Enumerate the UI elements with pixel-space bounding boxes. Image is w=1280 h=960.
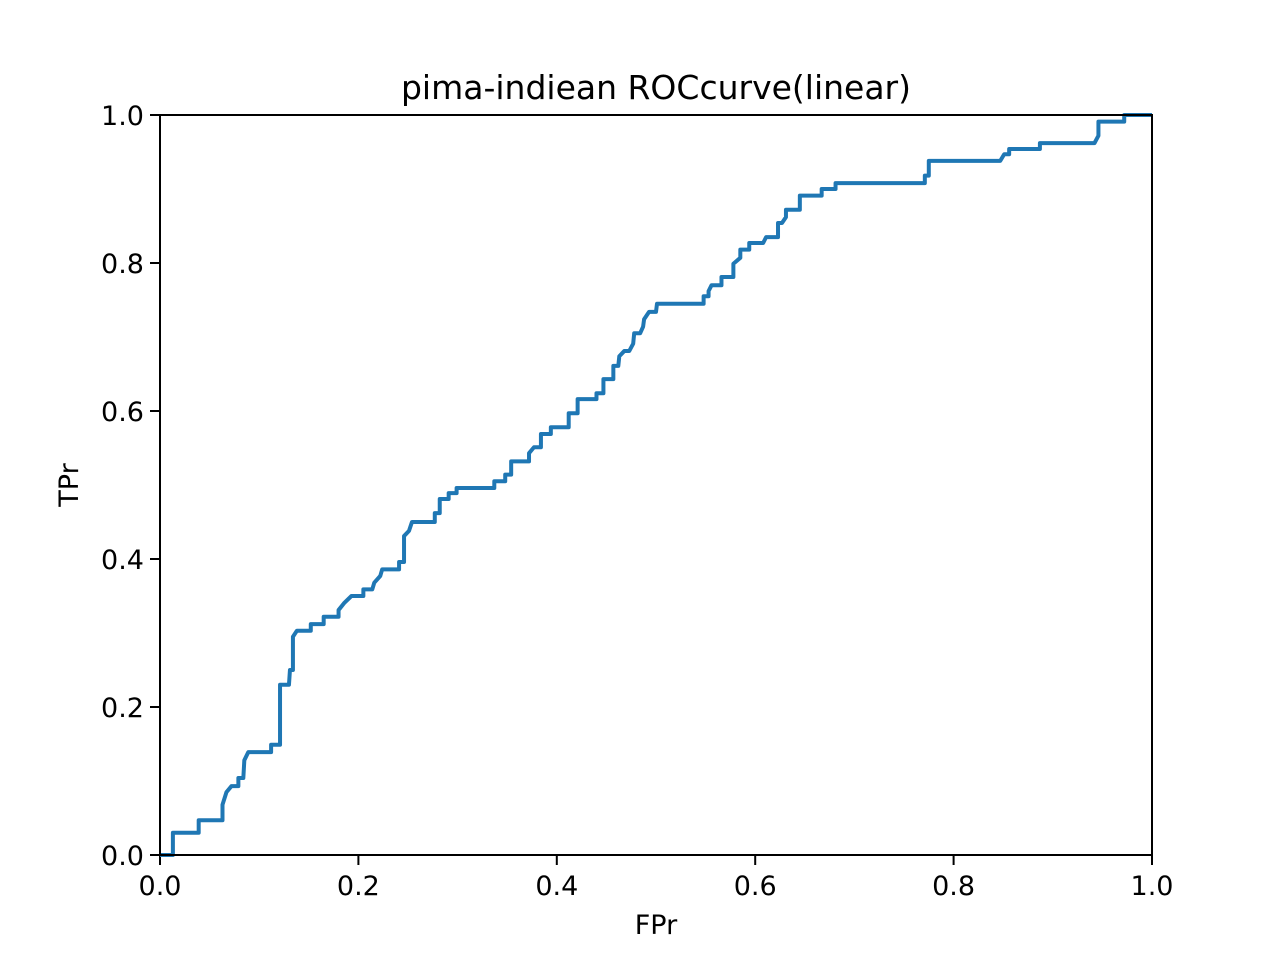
y-tick-label: 1.0 [101,101,144,132]
x-tick-label: 0.8 [932,871,975,902]
x-tick-label: 0.6 [734,871,777,902]
y-tick-label: 0.6 [101,397,144,428]
y-tick-label: 0.2 [101,693,144,724]
x-tick-label: 0.2 [337,871,380,902]
x-axis-label: FPr [635,910,678,941]
y-tick-label: 0.8 [101,249,144,280]
roc-line [160,113,1152,857]
x-tick-label: 1.0 [1131,871,1174,902]
chart-title: pima-indiean ROCcurve(linear) [401,68,911,107]
x-tick-label: 0.4 [535,871,578,902]
y-axis-label: TPr [54,462,85,507]
y-tick-label: 0.0 [101,841,144,872]
y-tick-label: 0.4 [101,545,144,576]
plot-frame [159,114,1153,856]
x-tick-label: 0.0 [139,871,182,902]
